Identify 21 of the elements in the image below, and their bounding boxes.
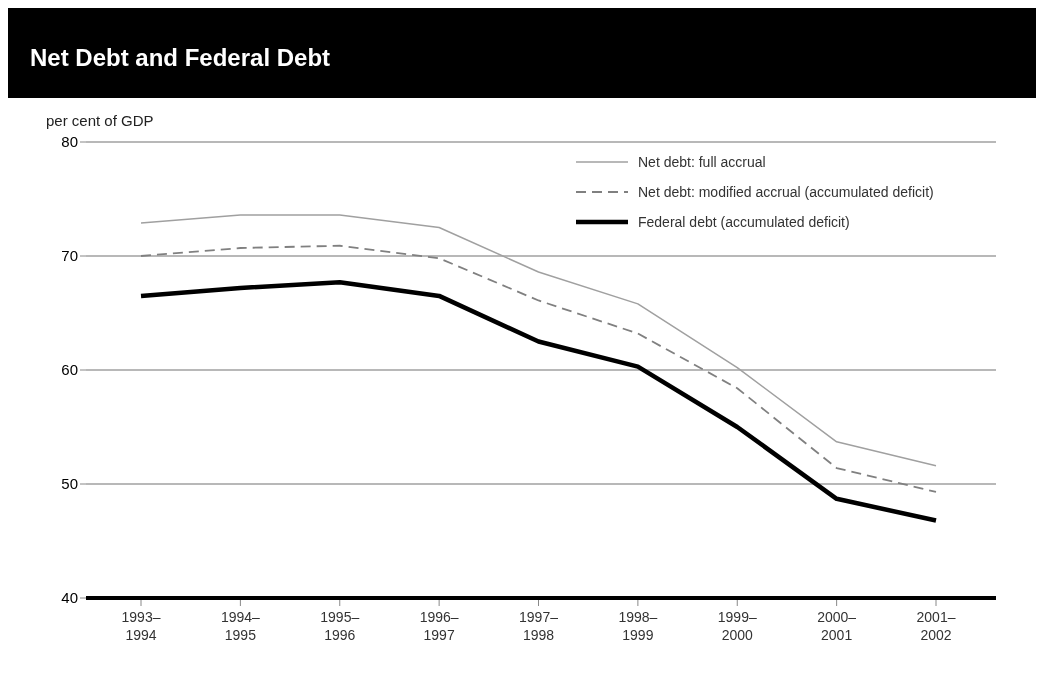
chart-title: Net Debt and Federal Debt bbox=[30, 44, 331, 71]
y-tick-label: 70 bbox=[61, 247, 78, 264]
x-tick-label: 1998– 1999 bbox=[618, 609, 658, 643]
y-tick-label: 40 bbox=[61, 589, 78, 606]
legend-label: Net debt: modified accrual (accumulated deficit) bbox=[638, 184, 934, 200]
x-tick-label: 1993– 1994 bbox=[121, 609, 161, 643]
legend-label: Net debt: full accrual bbox=[638, 154, 766, 170]
y-axis-title: per cent of GDP bbox=[46, 112, 154, 129]
y-tick-label: 50 bbox=[61, 475, 78, 492]
x-tick-label: 1994– 1995 bbox=[220, 609, 261, 643]
line-series bbox=[140, 244, 937, 493]
legend-label: Federal debt (accumulated deficit) bbox=[638, 214, 850, 230]
x-tick-label: 1996– 1997 bbox=[419, 609, 459, 643]
x-tick-label: 2000– 2001 bbox=[817, 609, 857, 643]
x-tick-label: 1999– 2000 bbox=[717, 609, 757, 643]
y-tick-label: 80 bbox=[61, 133, 78, 150]
line-series bbox=[138, 279, 939, 523]
x-tick-label: 2001– 2002 bbox=[916, 609, 956, 643]
y-tick-label: 60 bbox=[61, 361, 78, 378]
x-tick-label: 1997– 1998 bbox=[519, 609, 559, 643]
x-tick-label: 1995– 1996 bbox=[320, 609, 360, 643]
